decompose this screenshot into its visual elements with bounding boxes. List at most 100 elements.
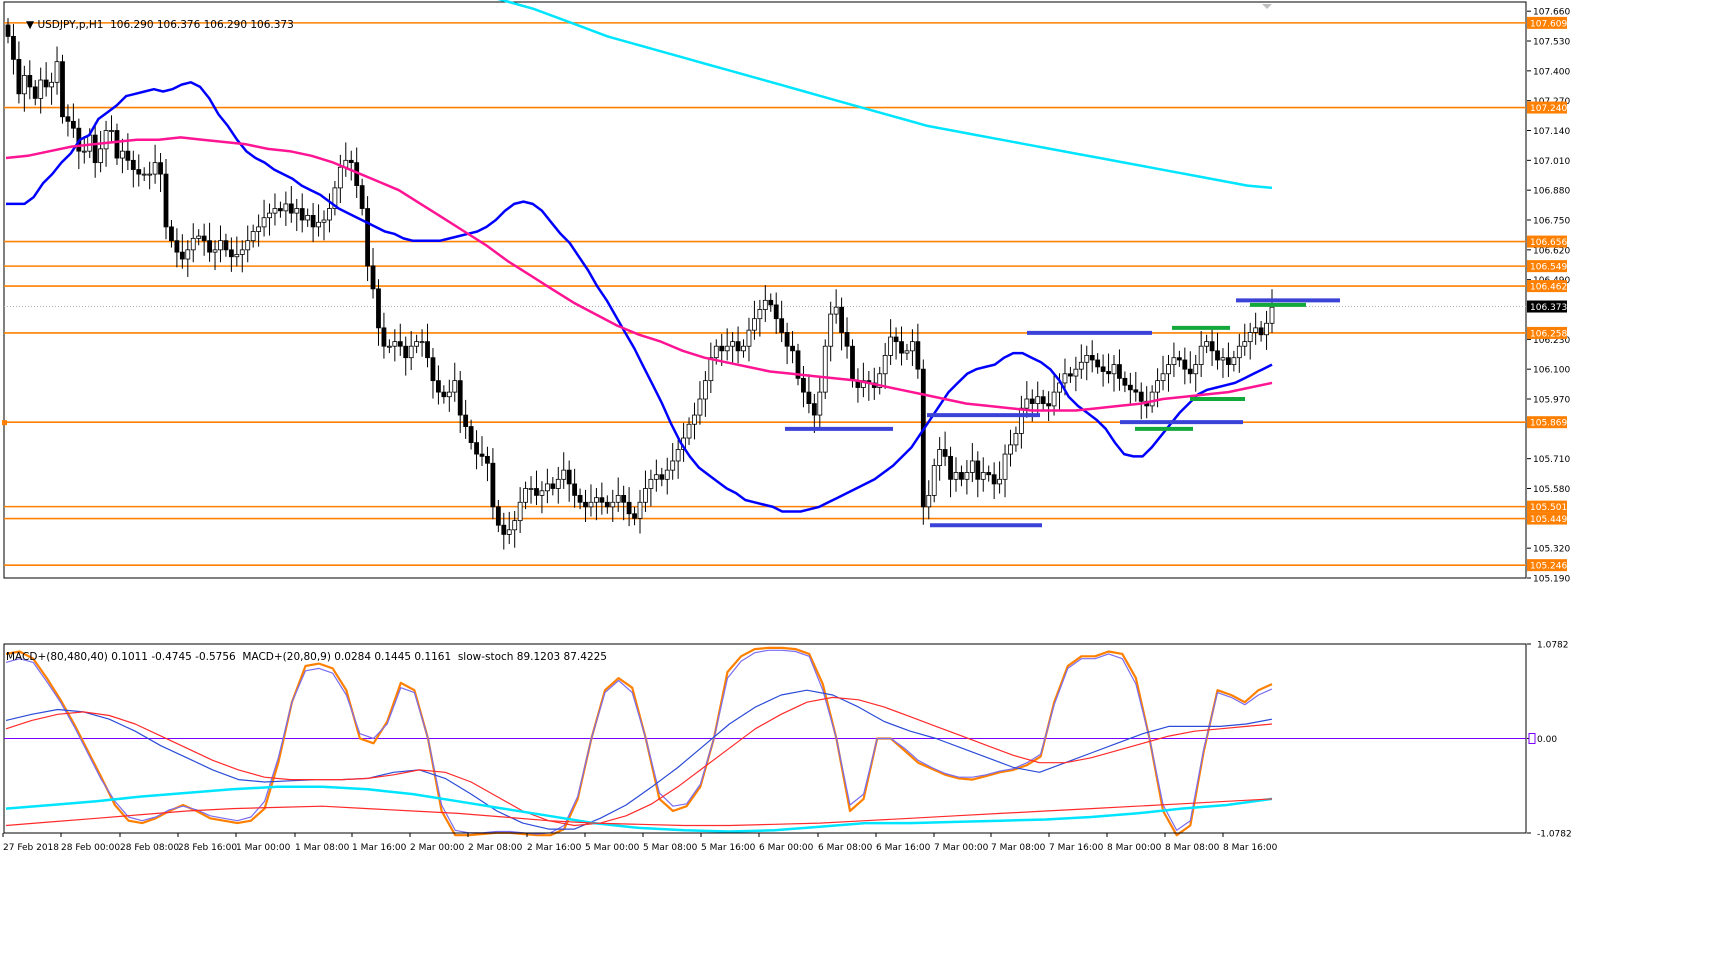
candle-body (218, 240, 223, 251)
x-axis-label: 28 Feb 08:00 (120, 843, 179, 853)
menu-triangle-icon[interactable]: ▼ (26, 19, 38, 31)
candle-body (495, 506, 501, 526)
candle-body (964, 472, 970, 480)
level-anchor-marker (2, 420, 7, 426)
candle-body (1149, 391, 1155, 407)
candle-body (136, 169, 142, 175)
candle-body (158, 162, 163, 175)
price-level-tag (1527, 500, 1567, 513)
indicator-pane[interactable]: 1.0782 0.00 -1.0782 27 Feb 2018 28 Feb 00:00… (0, 640, 1733, 949)
candle-body (1051, 391, 1057, 407)
price-level-label: 106.549 (1530, 263, 1567, 273)
price-chart-svg[interactable]: 107.660107.530107.400107.270107.140107.0… (0, 0, 1733, 640)
candle-body (414, 341, 420, 347)
candle-body (1269, 306, 1275, 324)
candle-body (752, 318, 757, 331)
candle-body (615, 494, 621, 503)
candle-body (147, 173, 153, 176)
candle-body (544, 483, 550, 492)
candle-body (1078, 361, 1084, 370)
candle-body (169, 226, 174, 242)
candle-body (430, 357, 436, 382)
candle-body (702, 380, 708, 400)
candle-body (38, 79, 44, 99)
price-level-tag (1527, 101, 1567, 114)
candle-body (915, 341, 921, 370)
candle-body (735, 341, 741, 352)
candle-body (463, 414, 469, 427)
x-axis-label: 1 Mar 08:00 (295, 843, 350, 853)
x-axis-label: 1 Mar 16:00 (352, 843, 407, 853)
candle-body (572, 483, 578, 496)
candle-body (594, 497, 599, 503)
long-moving-average (497, 0, 1273, 190)
indicator-svg[interactable]: 1.0782 0.00 -1.0782 27 Feb 2018 28 Feb 00:00… (0, 640, 1733, 949)
candle-body (959, 472, 964, 480)
candle-body (403, 345, 409, 359)
candle-body (692, 414, 697, 425)
candle-body (1204, 341, 1210, 347)
candle-body (604, 501, 610, 508)
candle-body (310, 215, 316, 228)
candle-body (1171, 357, 1177, 365)
price-level-tag (1527, 416, 1567, 429)
x-axis-label: 2 Mar 16:00 (527, 843, 582, 853)
x-axis-label: 8 Mar 00:00 (1107, 843, 1162, 853)
candle-body (986, 472, 992, 476)
price-level-tag (1527, 260, 1567, 273)
price-level-tag (1527, 512, 1567, 525)
candle-body (365, 208, 370, 267)
candle-body (1215, 350, 1220, 361)
zero-level-marker (1528, 733, 1536, 744)
candle-body (975, 460, 981, 480)
x-axis-label: 2 Mar 00:00 (410, 843, 465, 853)
x-axis-label: 2 Mar 08:00 (468, 843, 523, 853)
price-chart-pane[interactable]: 107.660107.530107.400107.270107.140107.0… (0, 0, 1733, 640)
candle-body (207, 240, 212, 253)
candle-body (288, 203, 294, 214)
candle-body (953, 472, 959, 480)
candle-body (1198, 345, 1204, 365)
x-axis-label: 7 Mar 16:00 (1049, 843, 1104, 853)
candle-body (1264, 322, 1269, 336)
price-level-label: 107.609 (1530, 19, 1567, 29)
candle-body (392, 341, 398, 347)
macd-signal-line (5, 696, 1273, 827)
candle-body (746, 329, 752, 347)
candle-body (899, 341, 904, 354)
candle-body (43, 79, 49, 88)
candle-body (278, 208, 283, 212)
candle-body (316, 221, 321, 228)
long-macd-line (5, 785, 1273, 833)
candle-body (120, 150, 125, 159)
candle-body (528, 488, 534, 490)
candle-body (92, 134, 98, 164)
candle-body (212, 249, 218, 253)
y-axis-label: 107.010 (1533, 157, 1570, 167)
candle-body (125, 150, 131, 161)
candle-body (1258, 327, 1264, 336)
candle-body (1166, 364, 1171, 375)
candle-body (632, 513, 637, 519)
price-level-tag (1527, 235, 1567, 248)
candle-body (643, 488, 648, 503)
candle-body (566, 469, 572, 485)
stoch-d-line (5, 649, 1273, 835)
candle-body (299, 208, 305, 221)
symbol-header: ▼ USDJPY,p,H1 106.290 106.376 106.290 10… (6, 7, 294, 43)
candle-body (648, 478, 654, 489)
indicator-axis-label: -1.0782 (1537, 830, 1572, 840)
candle-body (583, 501, 588, 508)
candle-body (490, 462, 496, 508)
candle-body (1127, 384, 1133, 391)
candle-body (893, 336, 899, 343)
candle-body (479, 453, 485, 457)
price-level-label: 107.240 (1530, 104, 1567, 114)
candle-body (196, 235, 202, 239)
candle-body (190, 237, 196, 251)
candle-body (1100, 366, 1106, 372)
price-level-label: 105.449 (1530, 515, 1567, 525)
candle-body (179, 251, 185, 260)
x-axis-label: 6 Mar 08:00 (818, 843, 873, 853)
